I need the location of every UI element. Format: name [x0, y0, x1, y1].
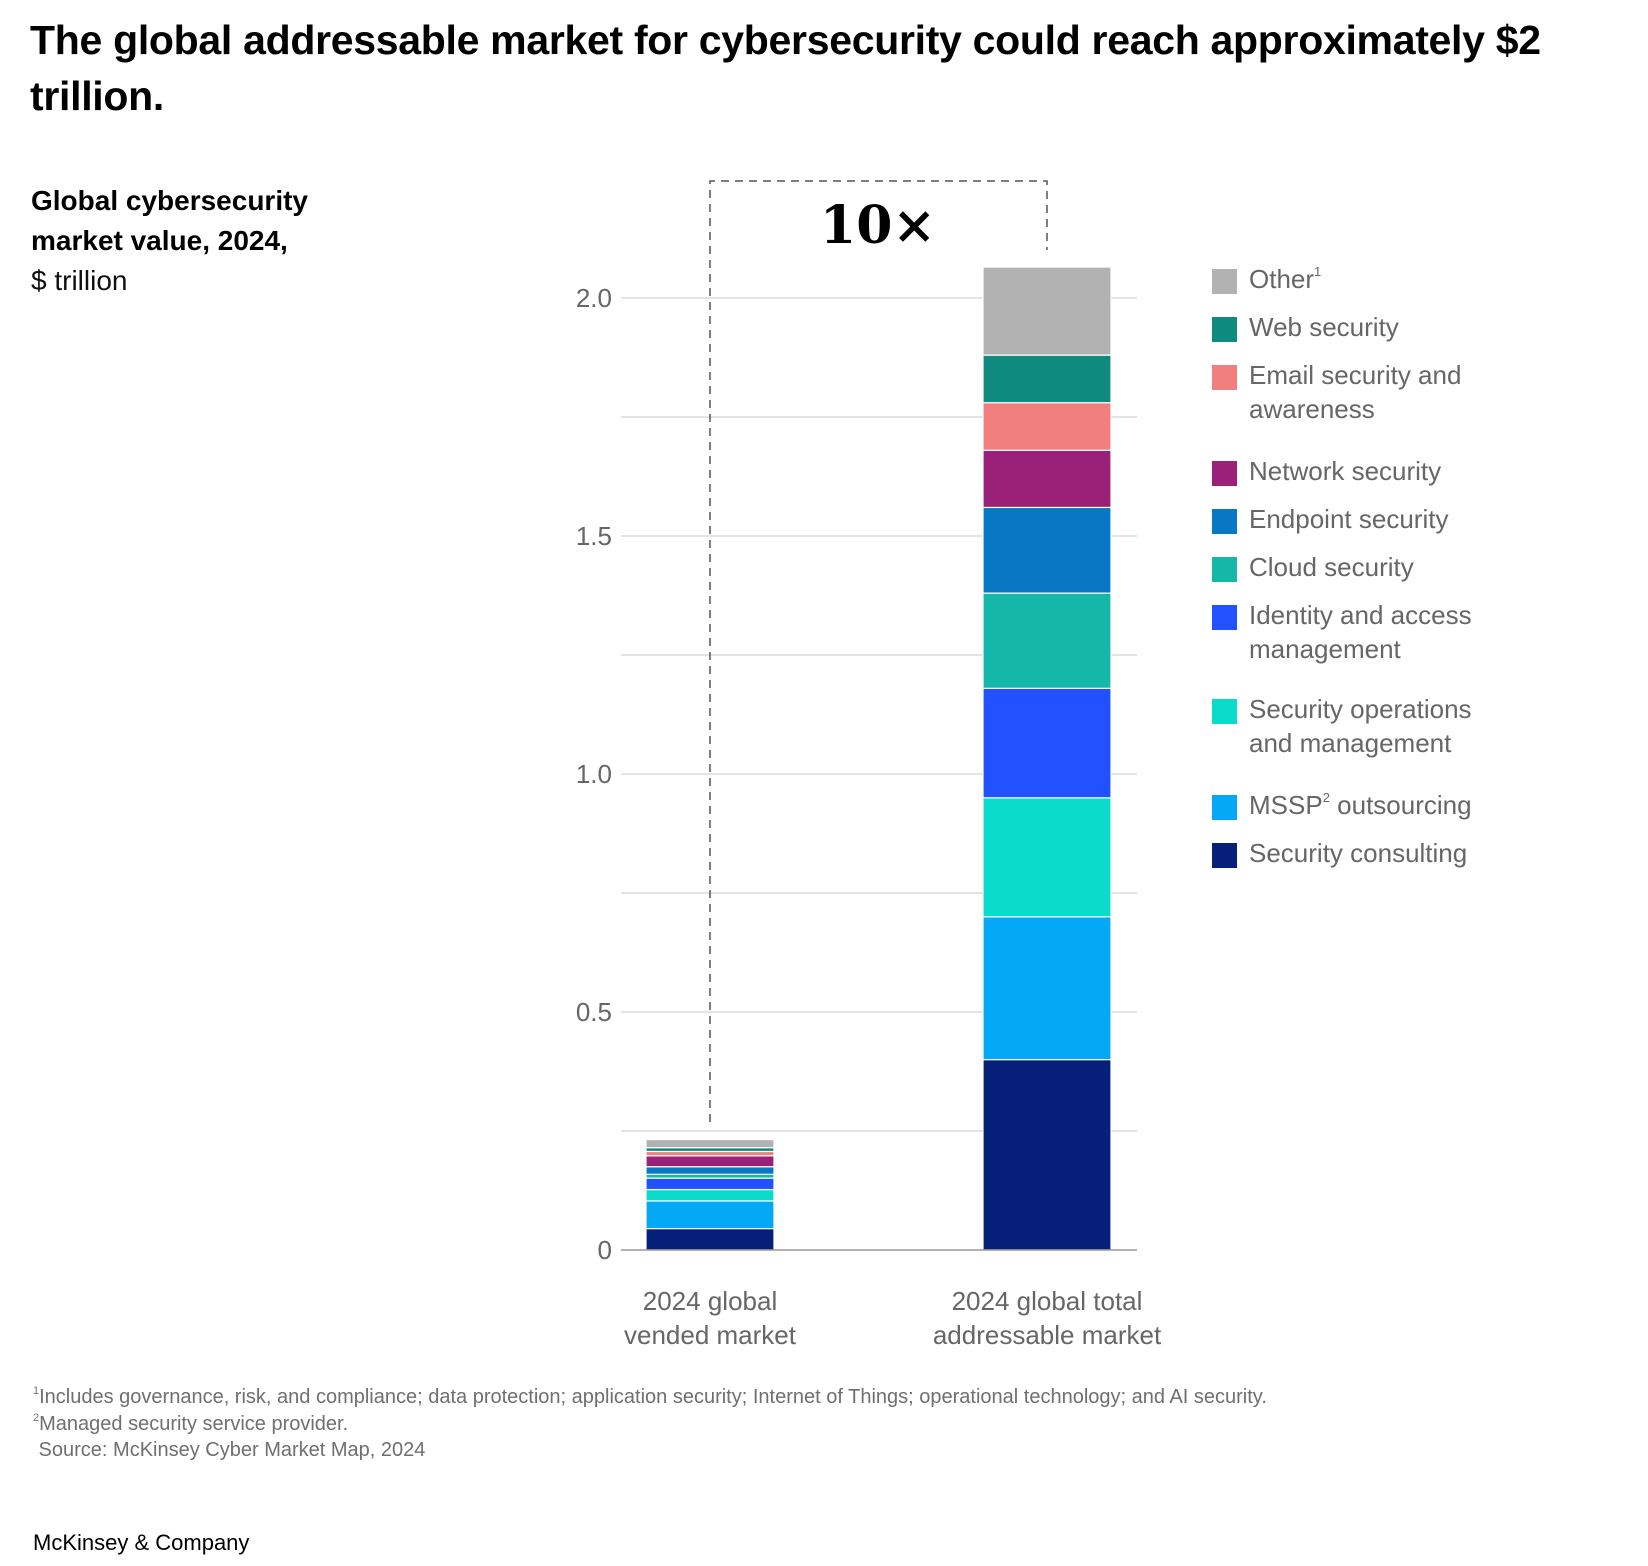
bar-segment [645, 1155, 775, 1168]
legend-item: Network security [1212, 454, 1441, 488]
legend-item: Security operations and management [1212, 692, 1509, 760]
legend-swatch [1212, 699, 1237, 724]
x-category-label: 2024 global [643, 1286, 777, 1316]
legend-label: Cloud security [1249, 552, 1414, 582]
legend-item: Endpoint security [1212, 502, 1448, 536]
bar-segment [645, 1227, 775, 1251]
legend-swatch [1212, 365, 1237, 390]
legend-label: Security operations and management [1249, 694, 1472, 758]
y-tick-label: 0 [598, 1235, 612, 1265]
bar-segment [645, 1177, 775, 1191]
y-tick-label: 1.0 [576, 759, 612, 789]
ten-x-annotation: 10× [820, 195, 936, 256]
legend-item: Identity and access management [1212, 598, 1509, 666]
legend-label: Security consulting [1249, 838, 1468, 868]
y-tick-label: 0.5 [576, 997, 612, 1027]
legend-item: Email security and awareness [1212, 358, 1484, 426]
y-tick-label: 1.5 [576, 521, 612, 551]
x-category-label: 2024 global total [952, 1286, 1143, 1316]
legend-swatch [1212, 509, 1237, 534]
legend-label: Other1 [1249, 264, 1322, 294]
legend-label: MSSP2 outsourcing [1249, 790, 1472, 820]
legend-swatch [1212, 461, 1237, 486]
bar-segment [982, 266, 1112, 356]
bars [645, 266, 1112, 1251]
subtitle-line-1: Global cybersecurity [31, 185, 309, 216]
bar-segment [982, 449, 1112, 509]
legend-label: Email security and awareness [1249, 360, 1462, 424]
legend-label: Identity and access management [1249, 600, 1472, 664]
legend-swatch [1212, 605, 1237, 630]
footnotes: 1Includes governance, risk, and complian… [33, 1384, 1267, 1464]
bar-segment [982, 354, 1112, 404]
footnote-1-marker: 1 [33, 1385, 40, 1397]
legend-swatch [1212, 317, 1237, 342]
footnote-1: 1Includes governance, risk, and complian… [33, 1384, 1267, 1411]
footnote-1-text: Includes governance, risk, and complianc… [39, 1386, 1267, 1408]
legend-swatch [1212, 557, 1237, 582]
legend-item: Web security [1212, 310, 1399, 344]
legend-footnote-marker: 2 [1322, 790, 1330, 805]
legend-label: Endpoint security [1249, 504, 1449, 534]
bar-segment [982, 687, 1112, 799]
bar-segment [982, 402, 1112, 451]
x-category-label: vended market [624, 1320, 797, 1350]
bar-stack [982, 266, 1112, 1251]
source-note: Source: McKinsey Cyber Market Map, 2024 [33, 1437, 1267, 1464]
bar-segment [645, 1166, 775, 1175]
ten-x-bracket: 10× [709, 180, 1048, 1122]
bar-segment [982, 506, 1112, 594]
bar-segment [645, 1188, 775, 1202]
footnote-2: 2Managed security service provider. [33, 1411, 1267, 1438]
footnote-2-text: Managed security service provider. [39, 1412, 349, 1435]
x-axis-category-labels: 2024 global vended market 2024 global tota… [624, 1286, 1162, 1350]
bar-segment [645, 1138, 775, 1149]
legend-swatch [1212, 843, 1237, 868]
bar-segment [645, 1150, 775, 1157]
bar-segment [982, 797, 1112, 918]
y-axis-tick-labels: 0 0.5 1.0 1.5 2.0 [576, 283, 612, 1265]
legend-swatch [1212, 269, 1237, 294]
chart-title: The global addressable market for cybers… [30, 17, 1541, 119]
chart-subtitle: Global cybersecurity market value, 2024,… [31, 181, 308, 301]
legend-swatch [1212, 795, 1237, 820]
source-text: Source: McKinsey Cyber Market Map, 2024 [33, 1439, 426, 1461]
legend-label: Network security [1249, 456, 1442, 486]
legend-footnote-marker: 1 [1314, 264, 1322, 279]
x-category-label: addressable market [933, 1320, 1162, 1350]
legend-label: Web security [1249, 312, 1399, 342]
footnote-2-marker: 2 [33, 1411, 40, 1424]
bar-segment [645, 1200, 775, 1230]
legend-item: Cloud security [1212, 550, 1414, 584]
legend-item: Other1 [1212, 262, 1321, 296]
legend-item: Security consulting [1212, 836, 1467, 870]
subtitle-unit: $ trillion [31, 265, 128, 296]
mckinsey-logo: McKinsey & Company [33, 1530, 250, 1555]
bar-segment [982, 916, 1112, 1061]
subtitle-line-2: market value, 2024, [31, 225, 288, 256]
bar-stack [645, 1138, 775, 1251]
y-tick-label: 2.0 [576, 283, 612, 313]
bracket-dashed-line [709, 180, 1048, 1122]
bar-segment [982, 592, 1112, 689]
bar-segment [982, 1058, 1112, 1251]
legend-item: MSSP2 outsourcing [1212, 788, 1472, 822]
